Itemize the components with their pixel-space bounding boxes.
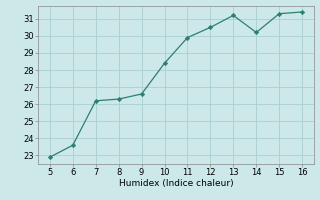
X-axis label: Humidex (Indice chaleur): Humidex (Indice chaleur) <box>119 179 233 188</box>
